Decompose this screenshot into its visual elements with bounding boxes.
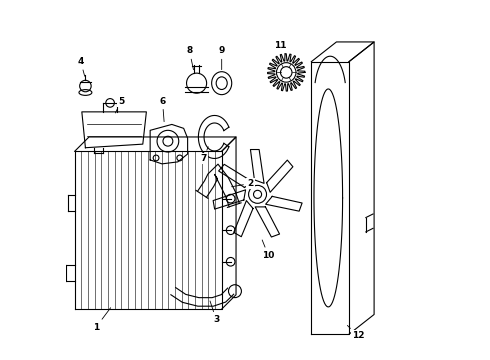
Text: 1: 1: [93, 308, 111, 332]
Text: 4: 4: [77, 57, 85, 76]
Text: 8: 8: [186, 46, 194, 70]
Text: 9: 9: [219, 46, 225, 69]
Text: 11: 11: [274, 41, 286, 54]
Text: 3: 3: [210, 301, 220, 324]
Text: 2: 2: [232, 179, 253, 188]
Text: 12: 12: [347, 325, 364, 341]
Text: 10: 10: [262, 240, 274, 260]
Text: 6: 6: [159, 96, 166, 122]
Text: 5: 5: [115, 96, 124, 113]
Text: 7: 7: [200, 147, 208, 163]
